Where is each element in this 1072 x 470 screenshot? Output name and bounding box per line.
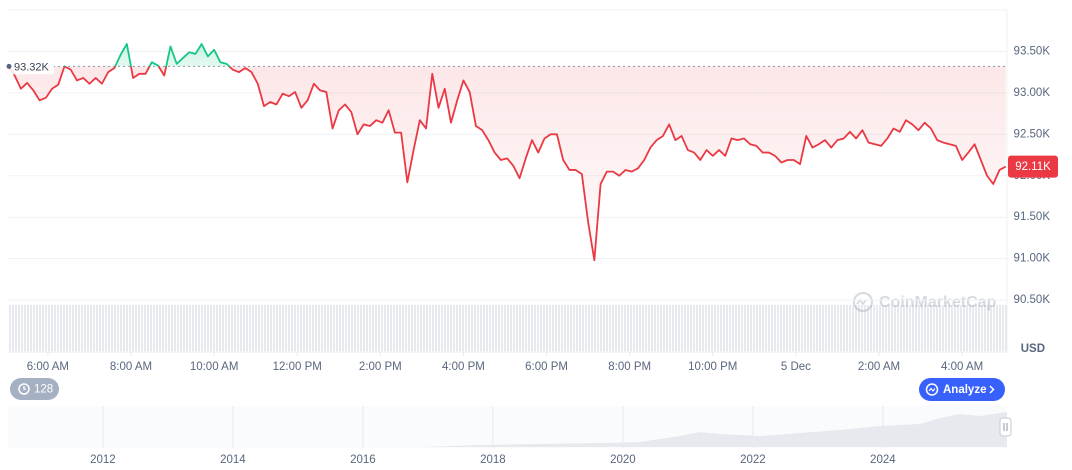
x-tick-label: 6:00 PM bbox=[525, 361, 568, 373]
x-tick-label: 4:00 PM bbox=[442, 361, 485, 373]
x-tick-label: 2:00 AM bbox=[858, 361, 900, 373]
interval-badge[interactable]: 128 bbox=[10, 378, 59, 400]
y-tick-label: 91.00K bbox=[1014, 253, 1051, 265]
x-tick-label: 5 Dec bbox=[781, 361, 811, 373]
baseline-label-bg bbox=[10, 58, 54, 75]
current-price-label: 92.11K bbox=[1015, 161, 1051, 173]
watermark: CoinMarketCap bbox=[853, 292, 997, 312]
x-tick-label: 2:00 PM bbox=[359, 361, 402, 373]
baseline-label: 93.32K bbox=[14, 61, 50, 73]
y-tick-label: 92.50K bbox=[1014, 128, 1051, 140]
analyze-button[interactable]: Analyze bbox=[919, 378, 1005, 401]
x-tick-label: 10:00 PM bbox=[688, 361, 737, 373]
x-tick-label: 8:00 AM bbox=[110, 361, 152, 373]
y-tick-label: 90.50K bbox=[1014, 294, 1051, 306]
x-tick-label: 12:00 PM bbox=[273, 361, 322, 373]
y-unit: USD bbox=[1021, 343, 1045, 355]
navigator-handle[interactable] bbox=[999, 417, 1012, 437]
navigator-tick-label: 2022 bbox=[740, 454, 766, 466]
navigator-tick-label: 2024 bbox=[870, 454, 896, 466]
price-line bbox=[7, 43, 1007, 262]
navigator-area bbox=[8, 412, 1007, 447]
navigator-tick-label: 2016 bbox=[350, 454, 376, 466]
price-area bbox=[8, 43, 1006, 261]
x-tick-label: 6:00 AM bbox=[27, 361, 69, 373]
plot: 90.50K91.00K91.50K92.00K92.50K93.00K93.5… bbox=[6, 43, 1058, 373]
analyze-button-text: Analyze bbox=[943, 384, 986, 396]
baseline-dot bbox=[6, 63, 12, 69]
navigator: 2012 2014 2016 2018 2020 2022 2024 bbox=[8, 406, 1012, 466]
x-tick-label: 4:00 AM bbox=[941, 361, 983, 373]
x-tick-label: 10:00 AM bbox=[190, 361, 239, 373]
y-tick-label: 93.50K bbox=[1014, 45, 1051, 57]
y-tick-label: 91.50K bbox=[1014, 211, 1051, 223]
navigator-tick-label: 2012 bbox=[90, 454, 116, 466]
interval-badge-text: 128 bbox=[34, 384, 53, 396]
navigator-tick-label: 2018 bbox=[480, 454, 506, 466]
navigator-tick-label: 2014 bbox=[220, 454, 246, 466]
volume-band bbox=[8, 305, 1007, 351]
watermark-text: CoinMarketCap bbox=[879, 294, 997, 311]
y-tick-label: 93.00K bbox=[1014, 87, 1051, 99]
navigator-tick-label: 2020 bbox=[610, 454, 636, 466]
x-tick-label: 8:00 PM bbox=[608, 361, 651, 373]
current-price-badge bbox=[1008, 155, 1058, 178]
